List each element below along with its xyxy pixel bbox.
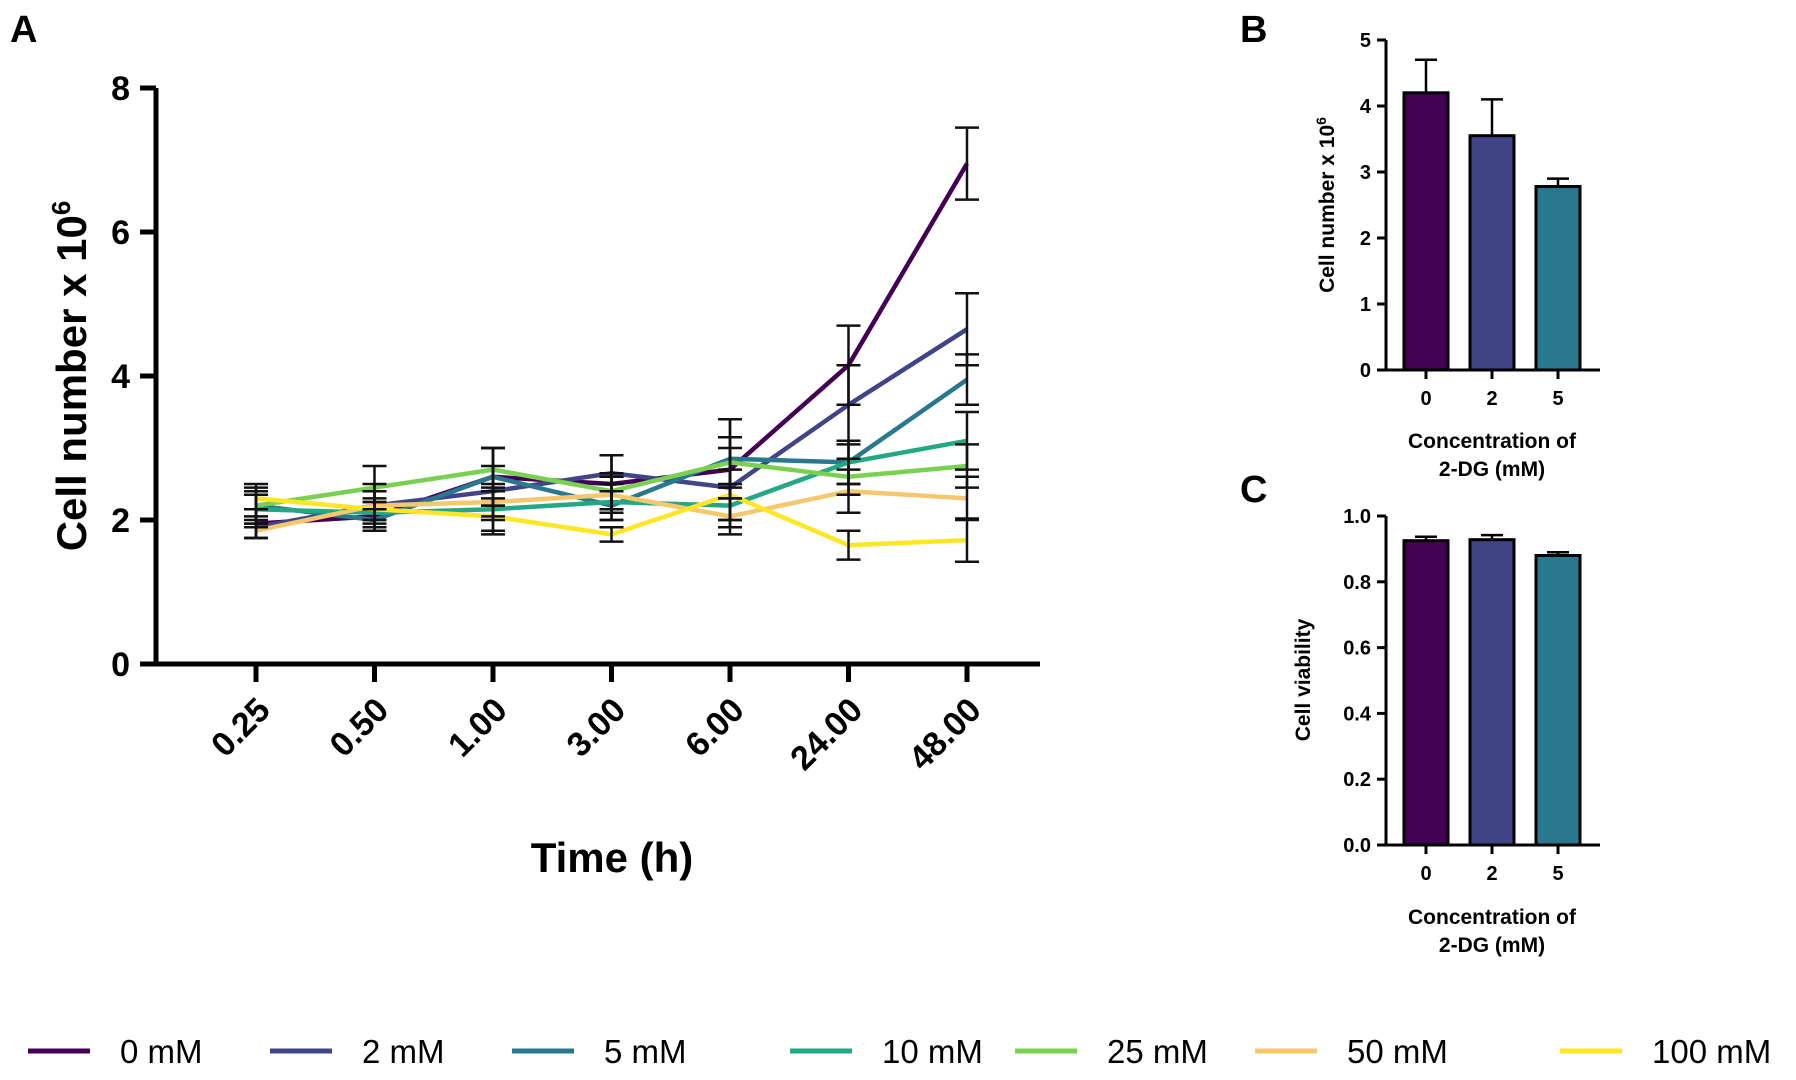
x-axis-title-line-2: 2-DG (mM) [1439, 458, 1545, 481]
error-bar [362, 497, 387, 522]
legend-item: 5 mM [512, 1033, 687, 1070]
y-tick-label: 0 [111, 646, 130, 684]
error-bar [481, 497, 505, 536]
legend-label: 0 mM [120, 1033, 203, 1070]
legend-item: 100 mM [1560, 1033, 1771, 1070]
x-tick-label: 1.00 [441, 691, 515, 765]
x-tick-label: 24.00 [783, 691, 870, 778]
legend-item: 10 mM [790, 1033, 983, 1070]
y-tick-label: 0.4 [1343, 703, 1372, 725]
y-tick-label: 0.6 [1343, 638, 1371, 660]
x-tick-label: 0 [1420, 388, 1431, 410]
y-tick-label: 6 [111, 214, 130, 252]
y-axis-title: Cell number x 106 [46, 201, 95, 552]
error-bar [718, 468, 742, 522]
bar-chart-panel-b: 0 1 2 3 4 5 0 2 5 Concentration of 2-DG (mM) Cel… [1313, 30, 1600, 481]
x-tick-label: 5 [1552, 388, 1563, 410]
x-tick-label: 0.25 [204, 691, 278, 765]
bar [1534, 553, 1582, 847]
bar [1534, 185, 1582, 372]
error-bar [1547, 550, 1569, 556]
legend-label: 50 mM [1347, 1033, 1448, 1070]
panel-label-c: C [1240, 469, 1267, 511]
error-bar [836, 529, 861, 561]
line-chart-panel-a: 0 2 4 6 8 0.25 0.50 1.00 3.00 6.00 24.00 48.00 Time… [46, 70, 1040, 881]
y-tick-label: 0 [1360, 360, 1371, 382]
x-tick-label: 5 [1552, 863, 1563, 885]
legend-item: 2 mM [270, 1033, 445, 1070]
bar-chart-panel-c: 0.0 0.2 0.4 0.6 0.8 1.0 0 2 5 Concentration of 2… [1292, 506, 1600, 957]
y-axis-title: Cell number x 106 [1313, 117, 1339, 293]
bar [1468, 538, 1516, 847]
y-tick-label: 1.0 [1343, 506, 1371, 528]
x-tick-label: 2 [1486, 863, 1497, 885]
error-bar [955, 126, 979, 201]
y-tick-label: 3 [1360, 162, 1371, 184]
legend-item: 25 mM [1015, 1033, 1208, 1070]
legend-label: 2 mM [362, 1033, 445, 1070]
y-tick-label: 2 [1360, 228, 1371, 250]
legend-label: 25 mM [1107, 1033, 1208, 1070]
y-axis-title: Cell viability [1292, 618, 1315, 741]
x-tick-label: 3.00 [559, 691, 633, 765]
x-tick-label: 48.00 [902, 691, 989, 778]
bar [1402, 539, 1450, 847]
bar [1468, 134, 1516, 372]
y-tick-label: 5 [1360, 30, 1371, 52]
y-tick-label: 4 [111, 358, 130, 396]
error-bar [1415, 535, 1437, 541]
panel-label-a: A [10, 9, 37, 51]
x-tick-label: 0 [1420, 863, 1431, 885]
error-bar [836, 468, 861, 515]
legend-label: 5 mM [604, 1033, 687, 1070]
y-tick-label: 2 [111, 502, 130, 540]
x-tick-label: 0.50 [322, 691, 396, 765]
legend-label: 100 mM [1652, 1033, 1771, 1070]
legend-item: 0 mM [28, 1033, 203, 1070]
error-bar [244, 486, 268, 511]
y-tick-label: 0.0 [1343, 835, 1371, 857]
error-bar [1547, 177, 1569, 187]
error-bar [244, 522, 268, 540]
y-tick-label: 8 [111, 70, 130, 108]
x-axis-title: Time (h) [531, 834, 694, 881]
x-axis-title-line-1: Concentration of [1408, 430, 1577, 453]
x-tick-label: 2 [1486, 388, 1497, 410]
error-bar [1481, 98, 1503, 136]
error-bar [1415, 58, 1437, 93]
error-bar [1481, 533, 1503, 540]
bar [1402, 91, 1450, 372]
legend: 0 mM 2 mM 5 mM 10 mM 25 mM 50 mM 100 mM [28, 1033, 1771, 1070]
y-tick-label: 0.2 [1343, 769, 1371, 791]
x-tick-label: 6.00 [678, 691, 752, 765]
error-bar [599, 475, 624, 515]
legend-item: 50 mM [1255, 1033, 1448, 1070]
legend-label: 10 mM [882, 1033, 983, 1070]
y-tick-label: 0.8 [1343, 572, 1371, 594]
x-axis-title-line-2: 2-DG (mM) [1439, 934, 1545, 957]
error-bar [599, 525, 624, 543]
x-axis-title-line-1: Concentration of [1408, 906, 1577, 929]
y-tick-label: 1 [1360, 294, 1371, 316]
error-bar [955, 517, 979, 564]
panel-label-b: B [1240, 9, 1267, 51]
y-tick-label: 4 [1360, 96, 1372, 118]
error-bar [955, 353, 979, 407]
